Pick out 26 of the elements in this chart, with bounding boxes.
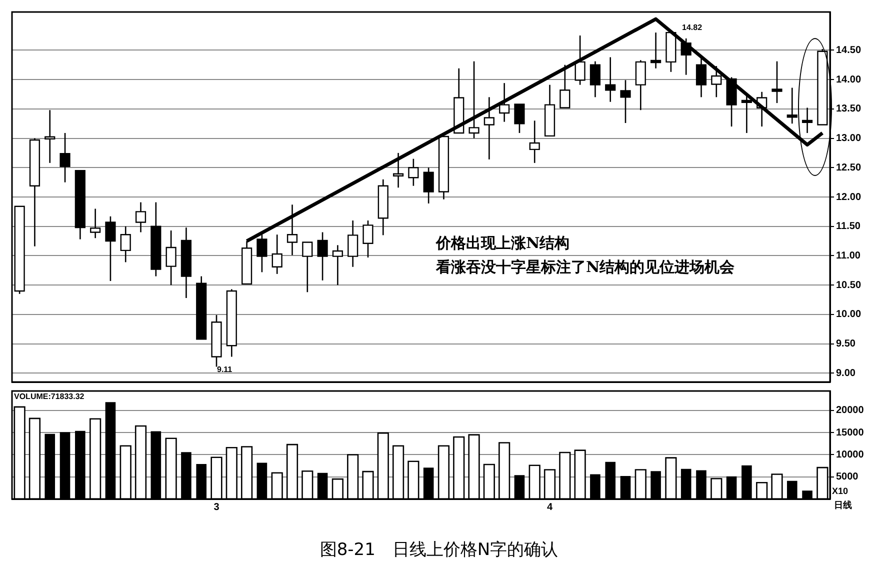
y-tick-label: 14.50 [836, 44, 862, 56]
y-tick-label: 10.50 [836, 280, 862, 291]
y-tick-label: 11.00 [836, 250, 861, 262]
annotation: 14.82 [682, 23, 703, 32]
y-tick-label: 12.50 [836, 162, 862, 174]
caption: 图8-21 日线上价格N字的确认 [318, 539, 560, 561]
y-axis-title: X10 [832, 486, 848, 496]
annotation: VOLUME:71833.32 [14, 392, 85, 402]
annotation: 看涨吞没十字星标注了N结构的见位进场机会 [435, 258, 736, 276]
x-tick-label: 3 [214, 502, 220, 513]
annotation: 9.11 [217, 365, 233, 374]
y-tick-label: 12.00 [836, 192, 862, 203]
y-tick-label: 20000 [836, 405, 864, 416]
y-tick-label: 15000 [836, 427, 864, 438]
y-tick-label: 11.50 [836, 221, 861, 232]
y-tick-label: 13.00 [836, 133, 862, 144]
y-tick-label: 9.50 [836, 338, 856, 350]
y-tick-label: 10000 [836, 449, 864, 460]
y-tick-label: 10.00 [836, 309, 862, 320]
y-tick-label: 9.00 [836, 368, 856, 379]
text: 日线 [834, 500, 852, 511]
y-tick-label: 14.00 [836, 74, 862, 86]
y-tick-label: 5000 [836, 472, 859, 483]
x-tick-label: 4 [546, 502, 553, 513]
y-tick-label: 13.50 [836, 104, 862, 115]
annotation: 价格出现上涨N结构 [435, 234, 570, 252]
